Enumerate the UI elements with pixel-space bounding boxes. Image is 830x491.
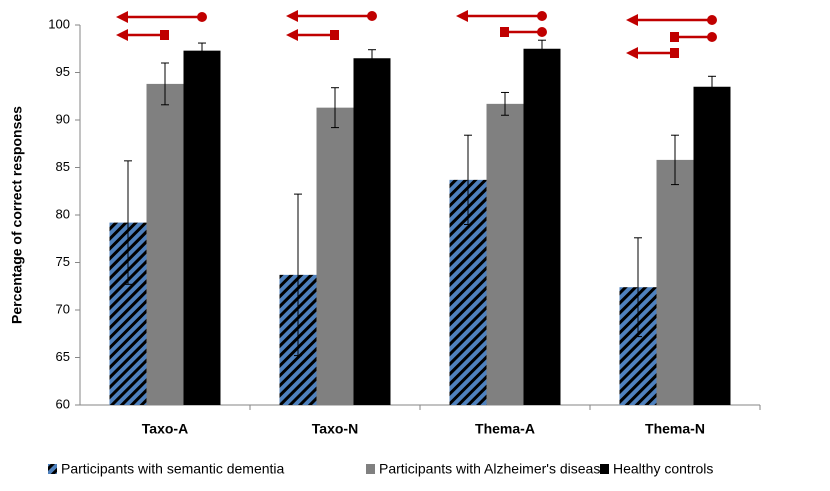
legend-label: Participants with semantic dementia: [61, 461, 285, 477]
y-tick-label: 95: [56, 64, 70, 79]
legend-label: Participants with Alzheimer's disease: [379, 461, 608, 477]
bar: [693, 86, 731, 405]
bar: [486, 103, 524, 405]
y-tick-label: 85: [56, 159, 70, 174]
bar: [146, 83, 184, 406]
x-tick-label: Taxo-N: [312, 421, 358, 437]
bar: [316, 107, 354, 406]
y-tick-label: 75: [56, 254, 70, 269]
bar: [183, 50, 221, 406]
bar: [353, 58, 391, 405]
y-tick-label: 65: [56, 349, 70, 364]
legend-swatch: [48, 464, 57, 474]
x-tick-label: Taxo-A: [142, 421, 188, 437]
y-tick-label: 60: [56, 396, 70, 411]
x-tick-label: Thema-N: [645, 421, 705, 437]
bar: [523, 48, 561, 405]
y-tick-label: 90: [56, 111, 70, 126]
bar: [656, 159, 694, 405]
legend-swatch: [600, 464, 609, 474]
x-tick-label: Thema-A: [475, 421, 535, 437]
y-tick-label: 70: [56, 301, 70, 316]
y-tick-label: 100: [48, 16, 70, 31]
significance-markers: [116, 10, 717, 59]
legend-swatch: [366, 464, 375, 474]
y-tick-label: 80: [56, 206, 70, 221]
y-axis-label: Percentage of correct responses: [9, 106, 25, 324]
legend-label: Healthy controls: [613, 461, 713, 477]
